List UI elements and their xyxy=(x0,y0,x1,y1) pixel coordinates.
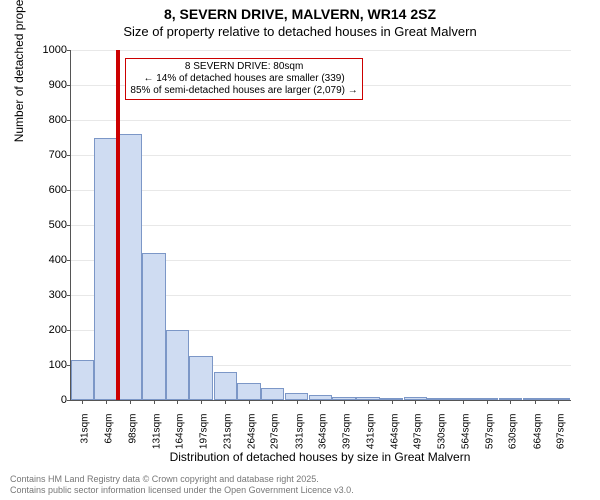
xtick-mark xyxy=(297,400,298,404)
ytick-mark xyxy=(67,155,71,156)
gridline xyxy=(71,190,571,191)
ytick-label: 200 xyxy=(7,324,67,336)
ytick-mark xyxy=(67,50,71,51)
ytick-label: 600 xyxy=(7,184,67,196)
xtick-mark xyxy=(249,400,250,404)
xtick-mark xyxy=(415,400,416,404)
gridline xyxy=(71,50,571,51)
ytick-mark xyxy=(67,295,71,296)
histogram-bar xyxy=(71,360,95,400)
xtick-mark xyxy=(439,400,440,404)
chart-container: 8, SEVERN DRIVE, MALVERN, WR14 2SZ Size … xyxy=(0,0,600,500)
ytick-label: 400 xyxy=(7,254,67,266)
ytick-label: 100 xyxy=(7,359,67,371)
ytick-label: 0 xyxy=(7,394,67,406)
ytick-label: 800 xyxy=(7,114,67,126)
histogram-bar xyxy=(261,388,285,400)
subject-marker-line xyxy=(118,50,120,400)
histogram-bar xyxy=(119,134,143,400)
annotation-box: 8 SEVERN DRIVE: 80sqm← 14% of detached h… xyxy=(125,58,362,100)
histogram-bar xyxy=(214,372,238,400)
annotation-line1: 8 SEVERN DRIVE: 80sqm xyxy=(130,61,357,73)
xtick-mark xyxy=(392,400,393,404)
ytick-mark xyxy=(67,190,71,191)
ytick-mark xyxy=(67,260,71,261)
xtick-mark xyxy=(130,400,131,404)
histogram-bar xyxy=(285,393,309,400)
xtick-mark xyxy=(487,400,488,404)
gridline xyxy=(71,225,571,226)
annotation-line2: ← 14% of detached houses are smaller (33… xyxy=(130,73,357,85)
footer-line1: Contains HM Land Registry data © Crown c… xyxy=(10,474,354,485)
ytick-mark xyxy=(67,225,71,226)
ytick-label: 1000 xyxy=(7,44,67,56)
ytick-label: 700 xyxy=(7,149,67,161)
xtick-mark xyxy=(463,400,464,404)
ytick-label: 900 xyxy=(7,79,67,91)
ytick-mark xyxy=(67,120,71,121)
xtick-mark xyxy=(154,400,155,404)
histogram-bar xyxy=(142,253,166,400)
xtick-mark xyxy=(82,400,83,404)
xtick-mark xyxy=(272,400,273,404)
ytick-label: 300 xyxy=(7,289,67,301)
xtick-mark xyxy=(177,400,178,404)
xtick-mark xyxy=(535,400,536,404)
histogram-bar xyxy=(94,138,118,401)
gridline xyxy=(71,120,571,121)
title-address: 8, SEVERN DRIVE, MALVERN, WR14 2SZ xyxy=(0,6,600,22)
x-axis-label: Distribution of detached houses by size … xyxy=(70,450,570,464)
xtick-mark xyxy=(344,400,345,404)
ytick-mark xyxy=(67,85,71,86)
ytick-mark xyxy=(67,330,71,331)
histogram-bar xyxy=(189,356,213,400)
histogram-bar xyxy=(237,383,261,401)
footer-attribution: Contains HM Land Registry data © Crown c… xyxy=(10,474,354,496)
xtick-mark xyxy=(106,400,107,404)
title-subtitle: Size of property relative to detached ho… xyxy=(0,24,600,39)
xtick-mark xyxy=(225,400,226,404)
xtick-mark xyxy=(510,400,511,404)
plot-area: 0100200300400500600700800900100031sqm64s… xyxy=(70,50,571,401)
xtick-mark xyxy=(320,400,321,404)
annotation-line3: 85% of semi-detached houses are larger (… xyxy=(130,85,357,97)
xtick-mark xyxy=(201,400,202,404)
xtick-mark xyxy=(368,400,369,404)
footer-line2: Contains public sector information licen… xyxy=(10,485,354,496)
ytick-label: 500 xyxy=(7,219,67,231)
xtick-mark xyxy=(558,400,559,404)
gridline xyxy=(71,155,571,156)
histogram-bar xyxy=(166,330,190,400)
ytick-mark xyxy=(67,400,71,401)
